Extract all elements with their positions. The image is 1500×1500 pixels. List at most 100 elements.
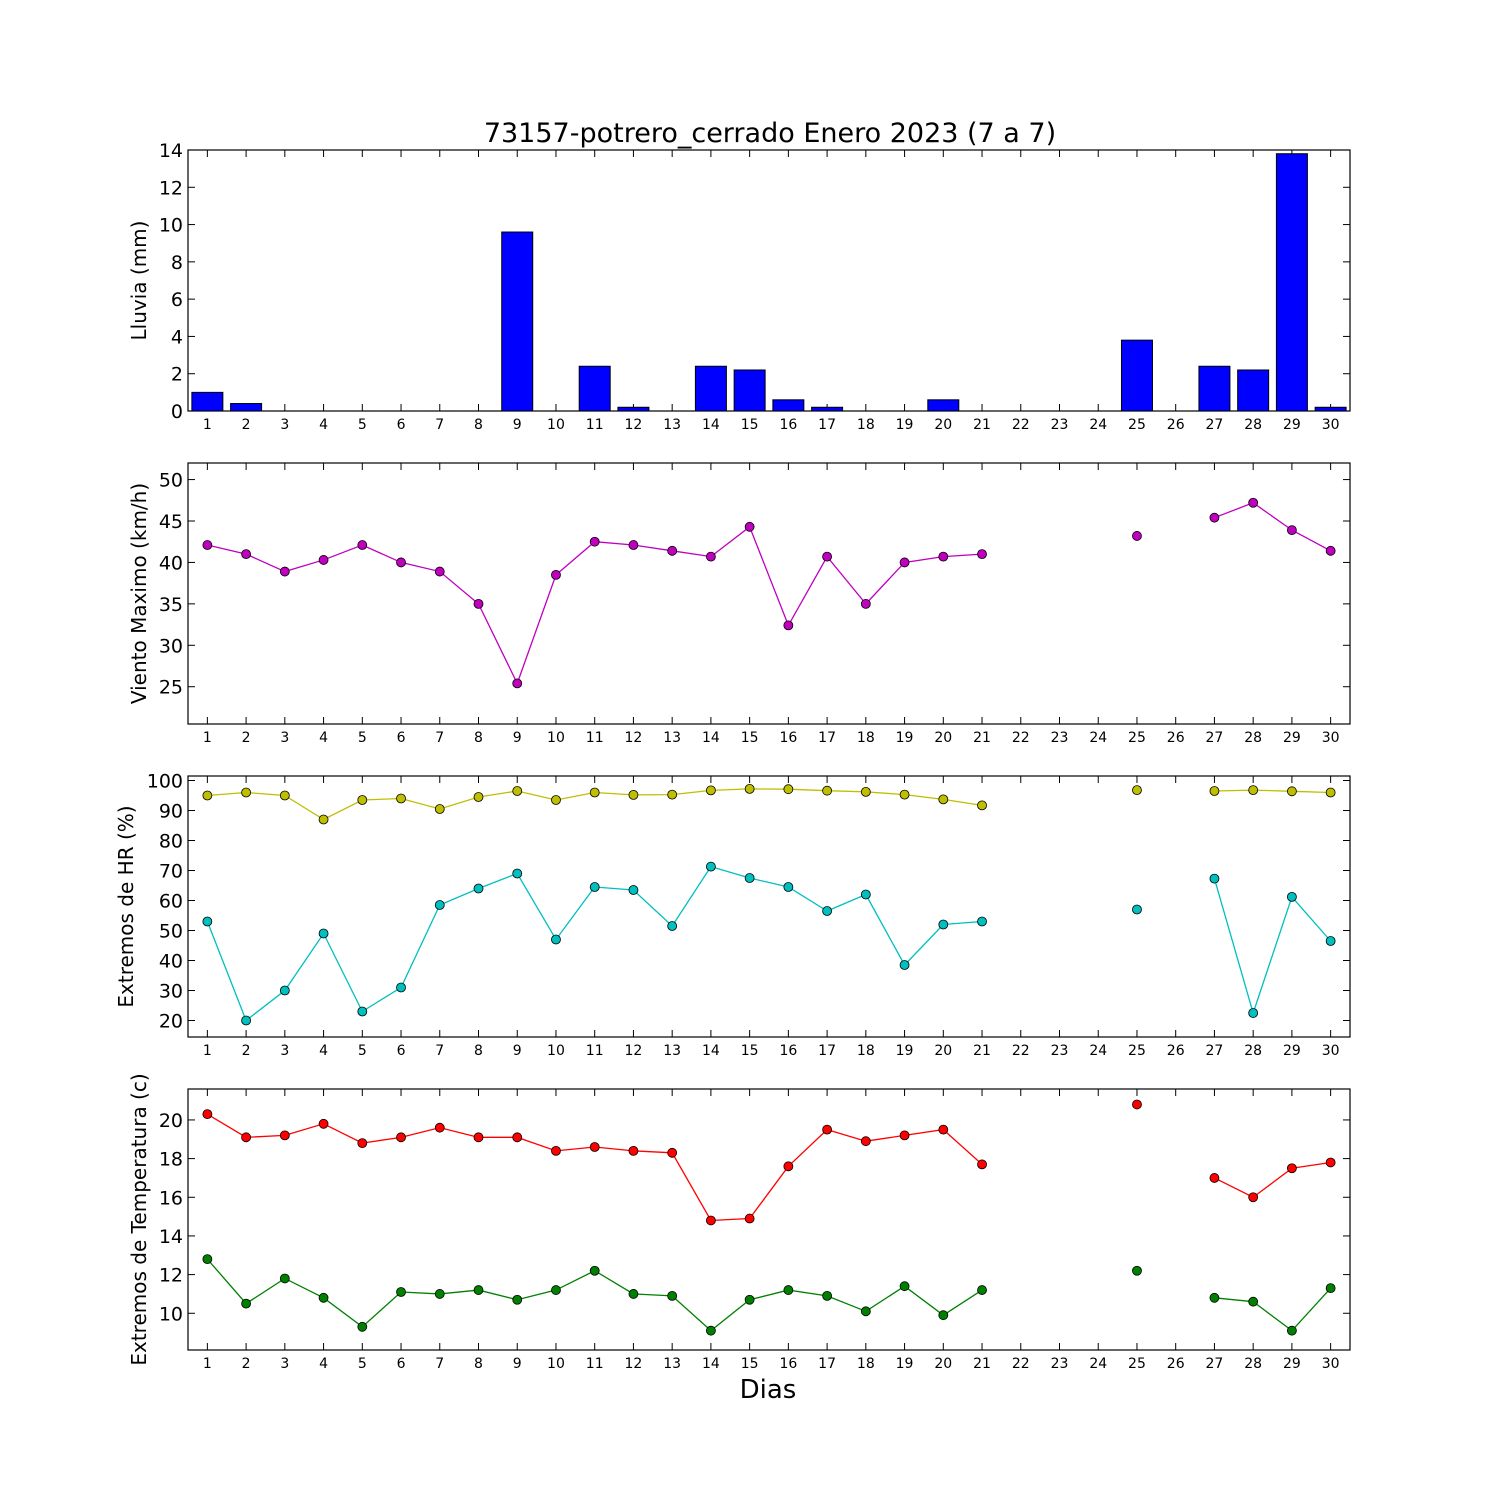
- point-humedad-1-day-30: [1325, 936, 1336, 946]
- x-tick-label: 4: [319, 1043, 328, 1059]
- point-viento-0-day-13: [667, 545, 678, 556]
- point-temperatura-0-day-8: [473, 1132, 484, 1143]
- point-temperatura-1-day-25: [1132, 1265, 1142, 1276]
- x-tick-label: 22: [1012, 730, 1030, 746]
- x-tick-label: 11: [586, 417, 604, 433]
- x-tick-label: 1: [203, 417, 212, 433]
- x-tick-label: 11: [586, 1043, 604, 1059]
- point-temperatura-1-day-16: [783, 1285, 794, 1295]
- point-humedad-1-day-9: [512, 868, 523, 879]
- point-humedad-1-day-12: [628, 885, 639, 895]
- x-tick-label: 20: [934, 1043, 952, 1059]
- x-tick-label: 15: [741, 417, 759, 433]
- point-temperatura-1-day-14: [706, 1325, 716, 1336]
- x-tick-label: 24: [1089, 730, 1107, 746]
- point-temperatura-1-day-2: [241, 1298, 252, 1309]
- point-temperatura-0-day-9: [512, 1132, 523, 1143]
- x-tick-label: 4: [319, 417, 328, 433]
- point-viento-0-day-20: [938, 551, 949, 562]
- x-tick-label: 16: [779, 417, 797, 433]
- point-temperatura-0-day-29: [1287, 1163, 1297, 1174]
- point-temperatura-1-day-30: [1325, 1283, 1336, 1294]
- point-viento-0-day-18: [860, 598, 871, 609]
- y-tick-label: 30: [159, 981, 183, 1003]
- x-tick-label: 17: [818, 1043, 836, 1059]
- x-tick-label: 17: [818, 1356, 836, 1372]
- x-tick-label: 2: [242, 730, 251, 746]
- point-temperatura-0-day-4: [318, 1118, 329, 1129]
- bar-day-25: [1120, 339, 1153, 412]
- point-humedad-0-day-1: [202, 790, 213, 801]
- x-tick-label: 21: [973, 1356, 991, 1372]
- x-tick-label: 26: [1167, 417, 1185, 433]
- point-humedad-0-day-27: [1209, 786, 1220, 796]
- x-tick-label: 5: [358, 1043, 367, 1059]
- x-tick-label: 27: [1206, 417, 1224, 433]
- point-temperatura-1-day-6: [396, 1287, 406, 1297]
- point-humedad-1-day-25: [1132, 904, 1142, 915]
- x-tick-label: 5: [358, 730, 367, 746]
- plot-frame-temperatura: [187, 1088, 1351, 1351]
- x-tick-label: 22: [1012, 1356, 1030, 1372]
- y-tick-label: 14: [159, 1226, 183, 1248]
- x-tick-label: 9: [513, 1356, 522, 1372]
- y-tick-label: 12: [159, 1265, 183, 1287]
- x-tick-label: 14: [702, 1356, 720, 1372]
- x-tick-label: 8: [474, 417, 483, 433]
- x-tick-label: 24: [1089, 1356, 1107, 1372]
- point-viento-0-day-5: [357, 540, 368, 550]
- point-viento-0-day-11: [589, 536, 600, 547]
- y-tick-label: 2: [171, 364, 183, 386]
- y-tick-label: 40: [159, 552, 183, 574]
- point-humedad-1-day-3: [279, 985, 290, 996]
- x-tick-label: 3: [280, 1356, 289, 1372]
- point-humedad-0-day-2: [241, 787, 252, 798]
- point-temperatura-1-day-7: [434, 1289, 445, 1299]
- point-humedad-0-day-11: [589, 787, 600, 798]
- x-tick-label: 10: [547, 417, 565, 433]
- x-tick-label: 29: [1283, 1043, 1301, 1059]
- bar-day-16: [772, 399, 805, 412]
- x-tick-label: 1: [203, 1356, 212, 1372]
- y-tick-label: 40: [159, 951, 183, 973]
- y-axis-label-viento: Viento Maximo (km/h): [127, 483, 151, 704]
- point-humedad-0-day-6: [396, 793, 406, 804]
- x-tick-label: 18: [857, 1043, 875, 1059]
- point-temperatura-0-day-27: [1209, 1173, 1220, 1183]
- point-temperatura-1-day-4: [318, 1292, 329, 1303]
- x-tick-label: 24: [1089, 417, 1107, 433]
- y-tick-label: 20: [159, 1110, 183, 1132]
- plot-frame-lluvia: [187, 149, 1351, 412]
- bar-day-28: [1237, 369, 1270, 412]
- y-tick-label: 100: [147, 771, 183, 793]
- point-humedad-1-day-18: [860, 889, 871, 900]
- x-tick-label: 29: [1283, 417, 1301, 433]
- x-tick-label: 11: [586, 730, 604, 746]
- y-tick-label: 90: [159, 801, 183, 823]
- x-tick-label: 20: [934, 730, 952, 746]
- point-humedad-1-day-16: [783, 882, 794, 892]
- x-tick-label: 13: [663, 1356, 681, 1372]
- point-viento-0-day-28: [1248, 497, 1259, 508]
- point-temperatura-0-day-13: [667, 1147, 678, 1158]
- x-tick-label: 14: [702, 417, 720, 433]
- x-tick-label: 21: [973, 417, 991, 433]
- point-viento-0-day-9: [512, 678, 523, 689]
- point-humedad-1-day-1: [202, 916, 213, 927]
- point-humedad-0-day-15: [744, 784, 755, 794]
- x-tick-label: 12: [625, 1043, 643, 1059]
- x-tick-label: 12: [625, 1356, 643, 1372]
- point-temperatura-0-day-19: [899, 1130, 910, 1141]
- point-temperatura-0-day-10: [551, 1145, 561, 1156]
- series-line-viento-0: [1214, 502, 1331, 552]
- x-tick-label: 27: [1206, 730, 1224, 746]
- x-tick-label: 14: [702, 730, 720, 746]
- x-tick-label: 18: [857, 730, 875, 746]
- x-tick-label: 8: [474, 1356, 483, 1372]
- point-temperatura-0-day-3: [279, 1130, 290, 1141]
- point-temperatura-1-day-29: [1287, 1325, 1297, 1336]
- x-tick-label: 19: [896, 730, 914, 746]
